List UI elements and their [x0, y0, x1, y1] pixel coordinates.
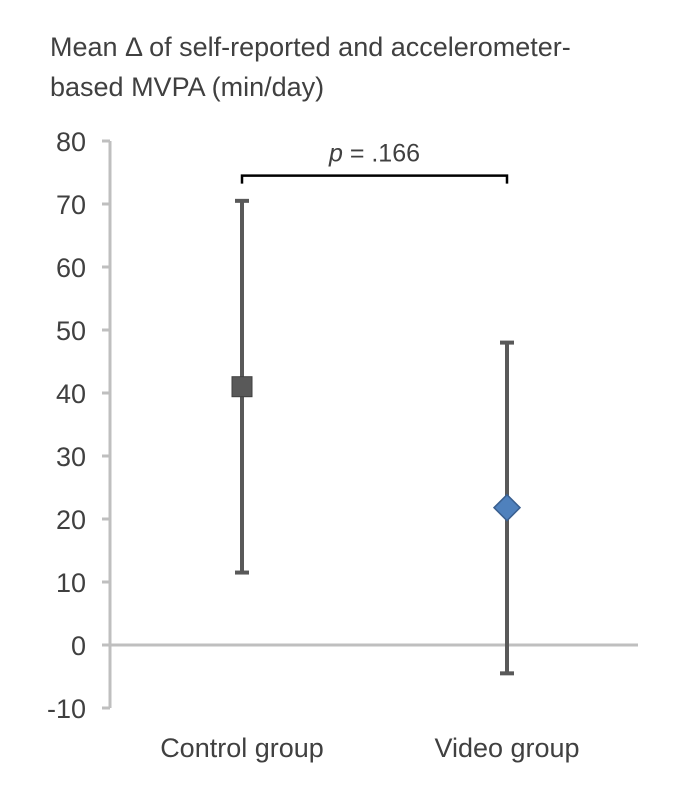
y-tick-label: 30: [56, 442, 86, 472]
p-value-annotation: p = .166: [328, 140, 420, 168]
y-tick-label: -10: [47, 694, 86, 724]
square-marker: [231, 376, 253, 398]
y-tick-label: 80: [56, 127, 86, 157]
y-tick-label: 0: [71, 631, 86, 661]
y-tick-label: 70: [56, 190, 86, 220]
y-ticks: 80 70 60 50 40 30 20 10 0 -10: [47, 127, 110, 724]
chart-title-line-1: Mean Δ of self-reported and acceleromete…: [50, 32, 571, 62]
p-symbol: p: [328, 140, 343, 168]
y-tick-label: 60: [56, 253, 86, 283]
y-tick-label: 10: [56, 568, 86, 598]
p-value: = .166: [343, 140, 420, 168]
y-tick-label: 50: [56, 316, 86, 346]
category-label-control: Control group: [160, 733, 324, 763]
y-tick-label: 40: [56, 379, 86, 409]
chart-title-line-2: based MVPA (min/day): [50, 72, 324, 102]
y-tick-label: 20: [56, 505, 86, 535]
significance-bracket: [240, 174, 509, 184]
category-label-video: Video group: [434, 733, 579, 763]
data-points: [231, 198, 522, 676]
diamond-marker: [492, 493, 522, 522]
